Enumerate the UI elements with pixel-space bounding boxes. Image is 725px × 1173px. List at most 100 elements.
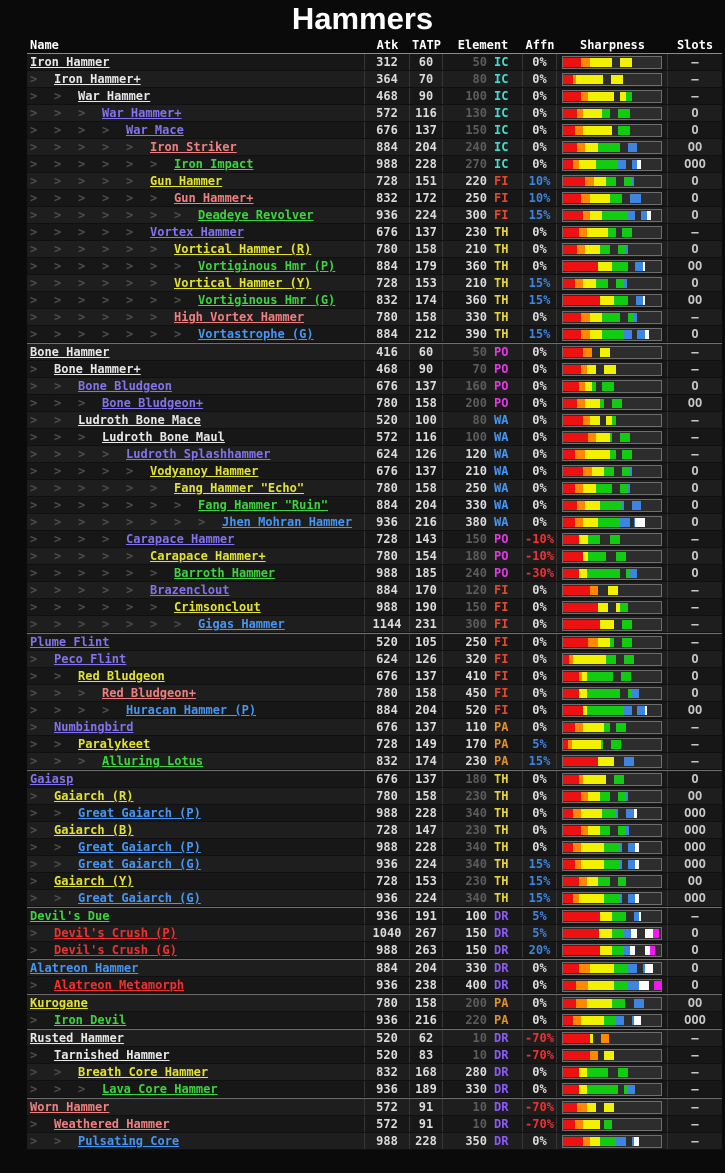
table-row: > Iron Devil 936 216 220 PA 0% OOO [27,1012,722,1029]
weapon-name-link[interactable]: Vortiginous Hmr (G) [198,293,336,307]
element-value: 230 [465,789,487,803]
weapon-name-link[interactable]: Fang Hammer "Ruin" [198,498,329,512]
element-code: PO [494,549,509,563]
tree-indent-arrow: > [30,515,38,529]
weapon-name-link[interactable]: Barroth Hammer [174,566,276,580]
weapon-name-link[interactable]: Gaiasp [30,772,74,786]
weapon-name-link[interactable]: High Vortex Hammer [174,310,305,324]
weapon-name-link[interactable]: Deadeye Revolver [198,208,314,222]
weapon-name-link[interactable]: Vortical Hammer (Y) [174,276,312,290]
table-row: > > > > > > > Deadeye Revolver 936 224 300 FI 15% O [27,207,722,224]
weapon-name-link[interactable]: Bone Bludgeon+ [102,396,204,410]
element-cell: 320 FI [443,651,523,667]
element-cell: 340 TH [443,856,523,872]
weapon-name-link[interactable]: Devil's Due [30,909,110,923]
weapon-name-link[interactable]: Vortical Hammer (R) [174,242,312,256]
weapon-name-link[interactable]: Huracan Hammer (P) [126,703,257,717]
sharpness-cell [557,395,668,411]
weapon-name-link[interactable]: Carapace Hammer+ [150,549,266,563]
weapon-name-link[interactable]: Great Gaiarch (P) [78,806,201,820]
sharpness-cell [557,71,668,87]
tatp-cell: 137 [410,719,443,735]
weapon-name-link[interactable]: War Mace [126,123,184,137]
sharpness-segment [602,312,620,322]
weapon-name-link[interactable]: War Hammer+ [102,106,182,120]
tree-indent-arrow: > [102,225,110,239]
weapon-name-link[interactable]: Alatreon Metamorph [54,978,185,992]
element-value: 330 [465,310,487,324]
weapon-name-link[interactable]: Bone Hammer [30,345,110,359]
weapon-name-link[interactable]: Peco Flint [54,652,127,666]
weapon-name-link[interactable]: Gaiarch (B) [54,823,134,837]
weapon-name-link[interactable]: Gun Hammer+ [174,191,254,205]
element-code: IC [494,72,509,86]
affinity-cell: 0% [523,634,557,650]
weapon-name-link[interactable]: Numbingbird [54,720,134,734]
weapon-name-link[interactable]: Alatreon Hammer [30,961,139,975]
weapon-name-link[interactable]: Bone Bludgeon [78,379,172,393]
weapon-name-link[interactable]: Ludroth Bone Maul [102,430,225,444]
sharpness-segment [604,893,620,903]
weapon-name-link[interactable]: Fang Hammer "Echo" [174,481,305,495]
sharpness-segment [563,193,581,203]
sharpness-segment [563,568,579,578]
weapon-name-link[interactable]: Brazenclout [150,583,230,597]
weapon-name-link[interactable]: Iron Hammer [30,55,110,69]
weapon-name-link[interactable]: Gaiarch (Y) [54,874,134,888]
sharpness-cell [557,668,668,684]
atk-cell: 676 [365,122,410,138]
weapon-name-link[interactable]: Great Gaiarch (G) [78,891,201,905]
sharpness-segment [623,329,632,339]
weapon-name-link[interactable]: Crimsonclout [174,600,261,614]
element-code: PO [494,532,509,546]
sharpness-segment [563,125,575,135]
tree-indent-arrow: > [30,669,38,683]
weapon-name-link[interactable]: Jhen Mohran Hammer [222,515,353,529]
column-header-sharpness: Sharpness [579,38,646,52]
weapon-name-link[interactable]: Red Bludgeon [78,669,165,683]
weapon-name-link[interactable]: Iron Striker [150,140,237,154]
weapon-name-link[interactable]: Gaiarch (R) [54,789,134,803]
weapon-name-link[interactable]: Devil's Crush (P) [54,926,177,940]
table-row: > > > > > > > Vortiginous Hmr (P) 884 179 360 TH 0% O… [27,258,722,275]
weapon-name-link[interactable]: War Hammer [78,89,151,103]
slots-cell: – [691,447,699,461]
weapon-name-link[interactable]: Ludroth Splashhammer [126,447,271,461]
tree-indent-arrow: > [150,600,158,614]
weapon-name-link[interactable]: Kurogane [30,996,88,1010]
weapon-name-link[interactable]: Great Gaiarch (P) [78,840,201,854]
weapon-name-link[interactable]: Vortastrophe (G) [198,327,314,341]
weapon-name-link[interactable]: Iron Devil [54,1013,127,1027]
weapon-name-link[interactable]: Gigas Hammer [198,617,285,631]
weapon-name-link[interactable]: Great Gaiarch (G) [78,857,201,871]
sharpness-segment [563,517,575,527]
weapon-name-link[interactable]: Red Bludgeon+ [102,686,196,700]
weapon-name-link[interactable]: Worn Hammer [30,1100,110,1114]
weapon-name-link[interactable]: Gun Hammer [150,174,223,188]
weapon-name-link[interactable]: Tarnished Hammer [54,1048,170,1062]
sharpness-segment [563,893,573,903]
weapon-name-link[interactable]: Carapace Hammer [126,532,235,546]
weapon-name-link[interactable]: Vodyanoy Hammer [150,464,259,478]
weapon-name-link[interactable]: Lava Core Hammer [102,1082,218,1096]
weapon-name-link[interactable]: Paralykeet [78,737,151,751]
weapon-name-link[interactable]: Bone Hammer+ [54,362,141,376]
sharpness-segment [617,125,630,135]
weapon-name-link[interactable]: Breath Core Hammer [78,1065,209,1079]
weapon-name-link[interactable]: Devil's Crush (G) [54,943,177,957]
table-row: > Gaiarch (Y) 728 153 230 TH 15% OO [27,873,722,890]
weapon-name-link[interactable]: Pulsating Core [78,1134,180,1148]
weapon-name-link[interactable]: Vortiginous Hmr (P) [198,259,336,273]
weapon-name-link[interactable]: Weathered Hammer [54,1117,170,1131]
tree-indent-arrow: > [30,276,38,290]
weapon-name-link[interactable]: Iron Hammer+ [54,72,141,86]
element-code: TH [494,310,509,324]
weapon-name-link[interactable]: Plume Flint [30,635,110,649]
weapon-name-link[interactable]: Alluring Lotus [102,754,204,768]
weapon-name-link[interactable]: Iron Impact [174,157,254,171]
sharpness-segment [582,125,612,135]
weapon-name-link[interactable]: Ludroth Bone Mace [78,413,201,427]
affinity-cell: 10% [523,173,557,189]
weapon-name-link[interactable]: Vortex Hammer [150,225,244,239]
weapon-name-link[interactable]: Rusted Hammer [30,1031,124,1045]
